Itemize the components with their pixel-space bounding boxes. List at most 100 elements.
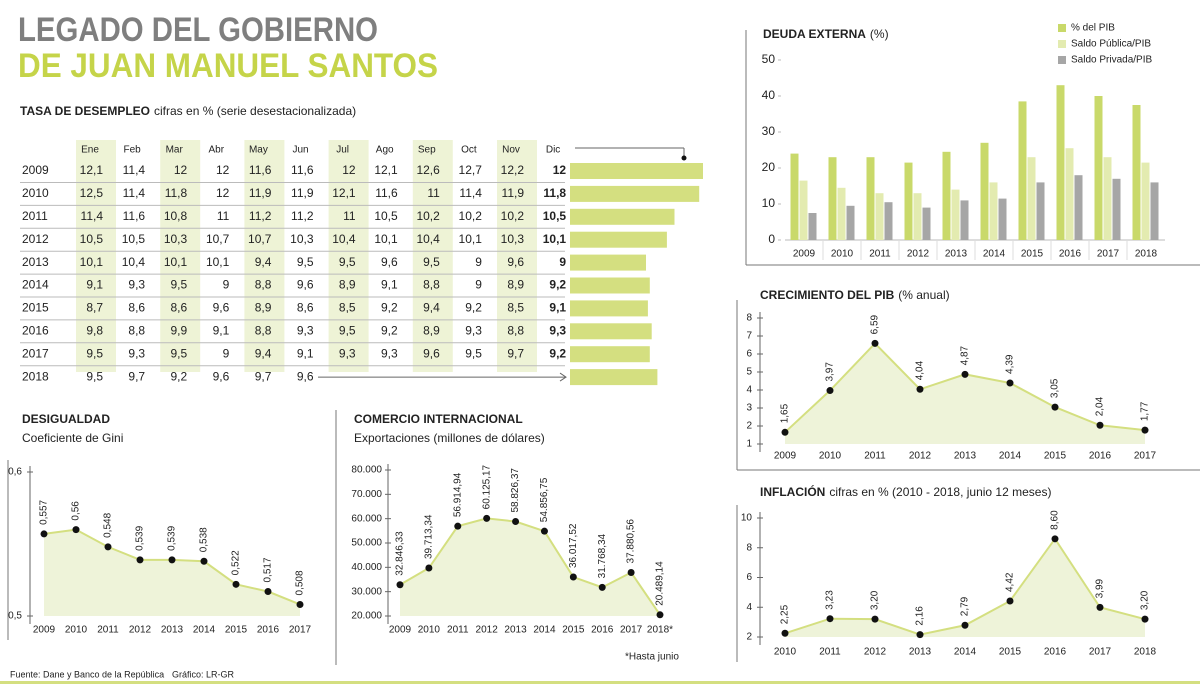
month-header: Mar — [166, 145, 184, 156]
bar — [942, 151, 951, 240]
bar — [980, 142, 989, 240]
cell: 11,2 — [291, 209, 314, 223]
y-tick-label: 40.000 — [351, 562, 382, 573]
dic-bar — [570, 323, 652, 340]
area — [44, 529, 300, 616]
title-note: (% anual) — [898, 288, 949, 302]
legend-swatch — [1058, 24, 1066, 32]
x-tick-label: 2015 — [1021, 249, 1044, 260]
month-header: May — [249, 145, 268, 156]
cell: 9,8 — [86, 323, 103, 337]
cell: 12,5 — [80, 186, 104, 200]
cell: 9 — [559, 255, 566, 269]
point — [168, 556, 176, 564]
cell: 11,9 — [502, 186, 525, 200]
column-shade — [76, 140, 116, 372]
cell: 12 — [216, 186, 230, 200]
value-label: 2,25 — [780, 604, 791, 624]
bar — [922, 207, 931, 240]
bar — [1150, 182, 1159, 240]
dic-bar — [570, 346, 650, 363]
cell: 8,5 — [507, 301, 524, 315]
note: *Hasta junio — [625, 652, 679, 663]
value-label: 0,508 — [295, 570, 306, 595]
y-tick-label: 0,5 — [8, 611, 22, 622]
value-label: 54.856,75 — [539, 477, 550, 522]
row-year: 2012 — [22, 232, 49, 246]
cell: 9,7 — [128, 369, 145, 383]
cell: 9,5 — [86, 346, 103, 360]
title-main: CRECIMIENTO DEL PIB — [760, 288, 895, 302]
month-header: Ago — [376, 145, 394, 156]
bar — [1103, 157, 1112, 240]
point — [540, 527, 548, 535]
dic-bar — [570, 208, 675, 225]
y-tick-label: 6 — [746, 349, 752, 360]
value-label: 39.713,34 — [424, 514, 435, 559]
x-tick-label: 2012 — [907, 249, 930, 260]
value-label: 0,522 — [231, 550, 242, 575]
title-line-2: DE JUAN MANUEL SANTOS — [18, 47, 438, 85]
y-tick-label: 0 — [768, 232, 775, 246]
bar — [846, 205, 855, 240]
point — [136, 556, 144, 564]
bar — [799, 180, 808, 240]
cell: 9,6 — [213, 301, 230, 315]
row-year: 2017 — [22, 346, 49, 360]
source: Fuente: Dane y Banco de la República — [10, 669, 164, 679]
cell: 11,9 — [291, 186, 314, 200]
y-tick-label: 50.000 — [351, 538, 382, 549]
connector-dot — [681, 155, 687, 161]
value-label: 3,99 — [1095, 578, 1106, 598]
column-shade — [497, 140, 537, 372]
x-tick-label: 2014 — [193, 625, 216, 636]
point — [512, 518, 520, 526]
legend-swatch — [1058, 40, 1066, 48]
cell: 11,8 — [543, 186, 566, 200]
value-label: 1,65 — [780, 403, 791, 423]
cell: 8,7 — [86, 301, 103, 315]
title-main: TASA DE DESEMPLEO — [20, 104, 150, 118]
dic-bar — [570, 277, 650, 294]
subtitle: Coeficiente de Gini — [22, 431, 123, 445]
bottom-band — [0, 681, 1200, 684]
point — [1141, 615, 1149, 623]
dic-bar — [570, 254, 646, 271]
value-label: 3,20 — [1140, 590, 1151, 610]
cell: 10,1 — [459, 232, 483, 246]
cell: 9,7 — [255, 369, 272, 383]
cell: 12,6 — [416, 163, 440, 177]
x-tick-label: 2015 — [562, 625, 585, 636]
value-label: 60.125,17 — [481, 464, 492, 509]
cell: 9,5 — [423, 255, 440, 269]
title-main: COMERCIO INTERNACIONAL — [354, 412, 523, 426]
month-header: Nov — [502, 145, 520, 156]
bar — [1094, 96, 1103, 240]
title-line-1: LEGADO DEL GOBIERNO — [18, 11, 378, 49]
cell: 9,5 — [86, 369, 103, 383]
cell: 10,3 — [290, 232, 314, 246]
x-tick-label: 2013 — [161, 625, 184, 636]
point — [598, 583, 606, 591]
cell: 9,2 — [171, 369, 188, 383]
cell: 12 — [342, 163, 356, 177]
cell: 10,7 — [206, 232, 230, 246]
cell: 10,1 — [543, 232, 567, 246]
cell: 12 — [553, 163, 567, 177]
y-tick-label: 30 — [762, 124, 776, 138]
x-tick-label: 2010 — [418, 625, 441, 636]
value-label: 6,59 — [870, 314, 881, 334]
month-header: Feb — [123, 145, 141, 156]
cell: 11,9 — [249, 186, 272, 200]
point — [627, 568, 635, 576]
y-tick-label: 8 — [746, 542, 752, 553]
y-tick-label: 80.000 — [351, 465, 382, 476]
cell: 8,8 — [255, 278, 272, 292]
dic-bar — [570, 369, 658, 386]
value-label: 58.826,37 — [510, 468, 521, 513]
cell: 11,4 — [123, 163, 146, 177]
y-tick-label: 1 — [746, 439, 752, 450]
cell: 8,6 — [171, 301, 188, 315]
point — [232, 580, 240, 588]
bar — [1074, 175, 1083, 240]
